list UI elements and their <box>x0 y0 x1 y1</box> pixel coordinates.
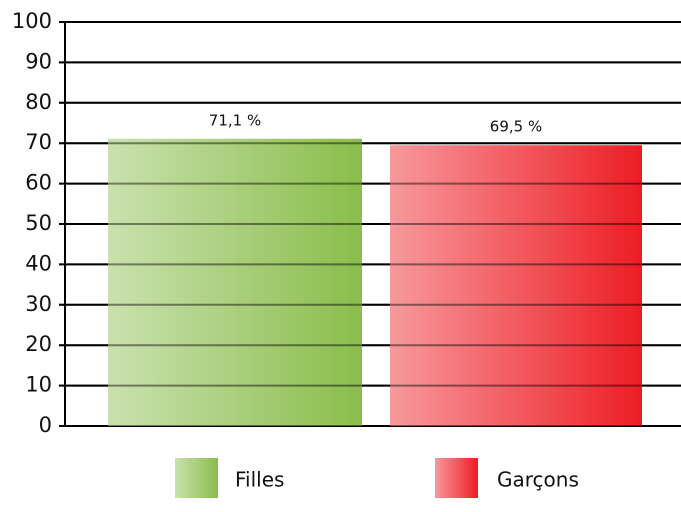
legend-swatch <box>175 458 218 498</box>
bar <box>108 138 362 427</box>
y-tick-label: 100 <box>12 9 52 33</box>
y-tick-label: 20 <box>25 332 52 356</box>
y-tick-label: 90 <box>25 49 52 73</box>
legend-swatch <box>435 458 478 498</box>
y-tick-label: 60 <box>25 171 52 195</box>
bar <box>390 145 642 426</box>
value-label: 71,1 % <box>209 111 261 129</box>
legend-label: Filles <box>235 468 284 492</box>
y-tick-label: 80 <box>25 90 52 114</box>
y-tick-label: 50 <box>25 211 52 235</box>
y-tick-label: 30 <box>25 292 52 316</box>
y-tick-label: 0 <box>39 413 52 437</box>
y-tick-label: 40 <box>25 251 52 275</box>
y-tick-label: 70 <box>25 130 52 154</box>
value-label: 69,5 % <box>490 118 542 136</box>
legend-label: Garçons <box>497 468 579 492</box>
y-tick-label: 10 <box>25 373 52 397</box>
